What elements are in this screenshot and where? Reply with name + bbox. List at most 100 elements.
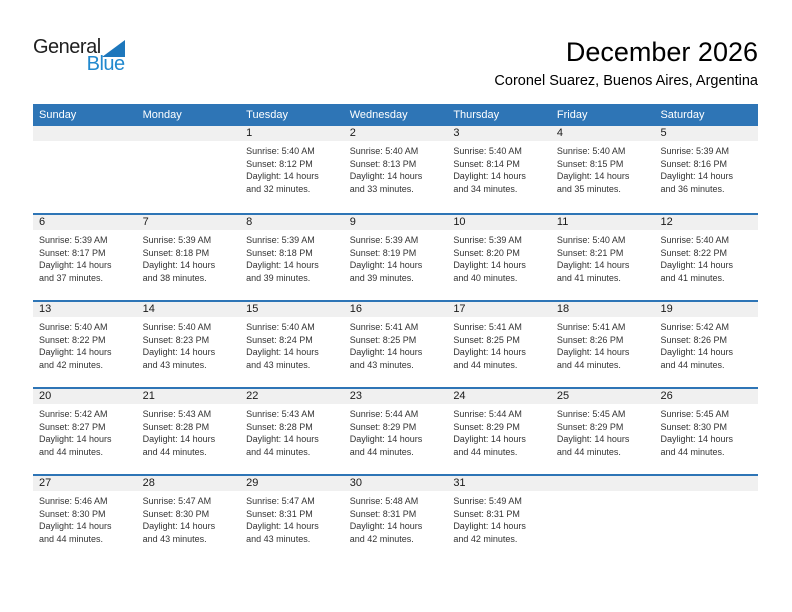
- sunset-text: Sunset: 8:16 PM: [660, 158, 728, 169]
- day-cell: 8 Sunrise: 5:39 AM Sunset: 8:18 PM Daylight…: [240, 215, 344, 300]
- sunset-text: Sunset: 8:17 PM: [39, 247, 106, 258]
- day-number-strip: 25: [550, 389, 655, 404]
- week-row: 6 Sunrise: 5:39 AM Sunset: 8:17 PM Daylight…: [33, 213, 759, 300]
- sunrise-text: Sunrise: 5:45 AM: [556, 409, 626, 419]
- day-number-strip: [136, 126, 241, 141]
- day-cell: 12 Sunrise: 5:40 AM Sunset: 8:22 PM Dayligh…: [654, 215, 759, 300]
- day-number-strip: 30: [343, 476, 448, 491]
- daylight-text-line1: Daylight: 14 hours: [39, 434, 112, 444]
- day-cell: 15 Sunrise: 5:40 AM Sunset: 8:24 PM Dayligh…: [240, 302, 344, 387]
- sunrise-text: Sunrise: 5:40 AM: [246, 146, 315, 156]
- sunrise-text: Sunrise: 5:47 AM: [142, 496, 212, 506]
- daylight-text-line2: and 38 minutes.: [142, 272, 207, 283]
- daylight-text-line2: and 41 minutes.: [556, 272, 621, 283]
- day-number: 5: [660, 127, 667, 139]
- sunset-text: Sunset: 8:31 PM: [349, 508, 417, 519]
- general-blue-logo: General Blue: [33, 37, 125, 74]
- day-cell: 31 Sunrise: 5:49 AM Sunset: 8:31 PM Dayligh…: [447, 476, 551, 561]
- sunrise-text: Sunrise: 5:41 AM: [556, 322, 626, 332]
- daylight-text-line2: and 44 minutes.: [142, 446, 207, 457]
- day-cell: 30 Sunrise: 5:48 AM Sunset: 8:31 PM Dayligh…: [343, 476, 448, 561]
- day-number: 19: [660, 303, 673, 315]
- daylight-text-line2: and 43 minutes.: [142, 533, 207, 544]
- day-number-strip: 5: [654, 126, 759, 141]
- sunset-text: Sunset: 8:24 PM: [246, 334, 313, 345]
- day-number: 30: [349, 477, 362, 489]
- day-number-strip: 29: [240, 476, 344, 491]
- sunset-text: Sunset: 8:29 PM: [453, 421, 520, 432]
- sunset-text: Sunset: 8:30 PM: [142, 508, 210, 519]
- daylight-text-line2: and 39 minutes.: [246, 272, 311, 283]
- day-number: 24: [453, 390, 466, 402]
- daylight-text-line1: Daylight: 14 hours: [142, 260, 216, 270]
- day-details: Sunrise: 5:41 AM Sunset: 8:25 PM Daylight:…: [447, 317, 551, 371]
- day-cell: 1 Sunrise: 5:40 AM Sunset: 8:12 PM Daylight…: [240, 126, 344, 213]
- daylight-text-line2: and 34 minutes.: [453, 183, 518, 194]
- sunrise-text: Sunrise: 5:49 AM: [453, 496, 522, 506]
- day-number-strip: 14: [136, 302, 241, 317]
- daylight-text-line1: Daylight: 14 hours: [246, 434, 319, 444]
- sunrise-text: Sunrise: 5:45 AM: [660, 409, 730, 419]
- weekday-header-monday: Monday: [142, 109, 182, 121]
- daylight-text-line2: and 44 minutes.: [556, 446, 621, 457]
- sunrise-text: Sunrise: 5:40 AM: [142, 322, 212, 332]
- daylight-text-line2: and 44 minutes.: [556, 359, 621, 370]
- sunrise-text: Sunrise: 5:48 AM: [349, 496, 419, 506]
- day-number: 7: [142, 216, 149, 228]
- weekday-header-saturday: Saturday: [660, 109, 705, 121]
- day-cell: 13 Sunrise: 5:40 AM Sunset: 8:22 PM Dayligh…: [33, 302, 137, 387]
- day-details: Sunrise: 5:40 AM Sunset: 8:14 PM Daylight:…: [447, 141, 551, 195]
- day-cell: 7 Sunrise: 5:39 AM Sunset: 8:18 PM Daylight…: [136, 215, 241, 300]
- daylight-text-line1: Daylight: 14 hours: [660, 347, 734, 357]
- daylight-text-line2: and 42 minutes.: [349, 533, 414, 544]
- day-number-strip: 16: [343, 302, 448, 317]
- daylight-text-line1: Daylight: 14 hours: [39, 260, 112, 270]
- daylight-text-line1: Daylight: 14 hours: [349, 171, 423, 181]
- day-number: 2: [349, 127, 356, 139]
- day-number: 23: [349, 390, 362, 402]
- daylight-text-line1: Daylight: 14 hours: [246, 521, 319, 531]
- day-number: 25: [556, 390, 570, 402]
- daylight-text-line1: Daylight: 14 hours: [556, 260, 630, 270]
- day-cell: 5 Sunrise: 5:39 AM Sunset: 8:16 PM Daylight…: [654, 126, 759, 213]
- day-number-strip: 19: [654, 302, 759, 317]
- calendar-table: Sunday Monday Tuesday Wednesday Thursday Frid…: [33, 104, 759, 561]
- sunset-text: Sunset: 8:27 PM: [39, 421, 106, 432]
- sunrise-text: Sunrise: 5:47 AM: [246, 496, 315, 506]
- sunset-text: Sunset: 8:29 PM: [556, 421, 624, 432]
- sunrise-text: Sunrise: 5:40 AM: [246, 322, 315, 332]
- daylight-text-line1: Daylight: 14 hours: [39, 347, 112, 357]
- day-number-strip: 8: [240, 215, 344, 230]
- day-number: 3: [453, 127, 460, 139]
- daylight-text-line1: Daylight: 14 hours: [556, 434, 630, 444]
- sunrise-text: Sunrise: 5:40 AM: [556, 235, 626, 245]
- sunset-text: Sunset: 8:12 PM: [246, 158, 313, 169]
- sunrise-text: Sunrise: 5:39 AM: [349, 235, 419, 245]
- day-cell: 28 Sunrise: 5:47 AM Sunset: 8:30 PM Dayligh…: [136, 476, 241, 561]
- daylight-text-line1: Daylight: 14 hours: [246, 260, 319, 270]
- week-row: 1 Sunrise: 5:40 AM Sunset: 8:12 PM Daylight…: [33, 126, 759, 213]
- weekday-header-friday: Friday: [556, 109, 588, 121]
- daylight-text-line1: Daylight: 14 hours: [556, 171, 630, 181]
- daylight-text-line1: Daylight: 14 hours: [660, 434, 734, 444]
- empty-day-cell: [136, 126, 241, 213]
- day-cell: 16 Sunrise: 5:41 AM Sunset: 8:25 PM Dayligh…: [343, 302, 448, 387]
- sunset-text: Sunset: 8:30 PM: [39, 508, 106, 519]
- daylight-text-line1: Daylight: 14 hours: [39, 521, 112, 531]
- day-details: Sunrise: 5:43 AM Sunset: 8:28 PM Daylight:…: [240, 404, 344, 458]
- daylight-text-line1: Daylight: 14 hours: [142, 434, 216, 444]
- day-number: 28: [142, 477, 155, 489]
- daylight-text-line1: Daylight: 14 hours: [453, 171, 526, 181]
- day-number: 12: [660, 216, 673, 228]
- sunset-text: Sunset: 8:20 PM: [453, 247, 520, 258]
- day-cell: 19 Sunrise: 5:42 AM Sunset: 8:26 PM Dayligh…: [654, 302, 759, 387]
- daylight-text-line2: and 32 minutes.: [246, 183, 311, 194]
- day-cell: 26 Sunrise: 5:45 AM Sunset: 8:30 PM Dayligh…: [654, 389, 759, 474]
- day-number-strip: 12: [654, 215, 759, 230]
- empty-day-cell: [33, 126, 137, 213]
- day-details: Sunrise: 5:40 AM Sunset: 8:24 PM Daylight:…: [240, 317, 344, 371]
- sunrise-text: Sunrise: 5:40 AM: [660, 235, 730, 245]
- sunset-text: Sunset: 8:23 PM: [142, 334, 210, 345]
- day-number: 4: [556, 127, 564, 139]
- day-cell: 22 Sunrise: 5:43 AM Sunset: 8:28 PM Dayligh…: [240, 389, 344, 474]
